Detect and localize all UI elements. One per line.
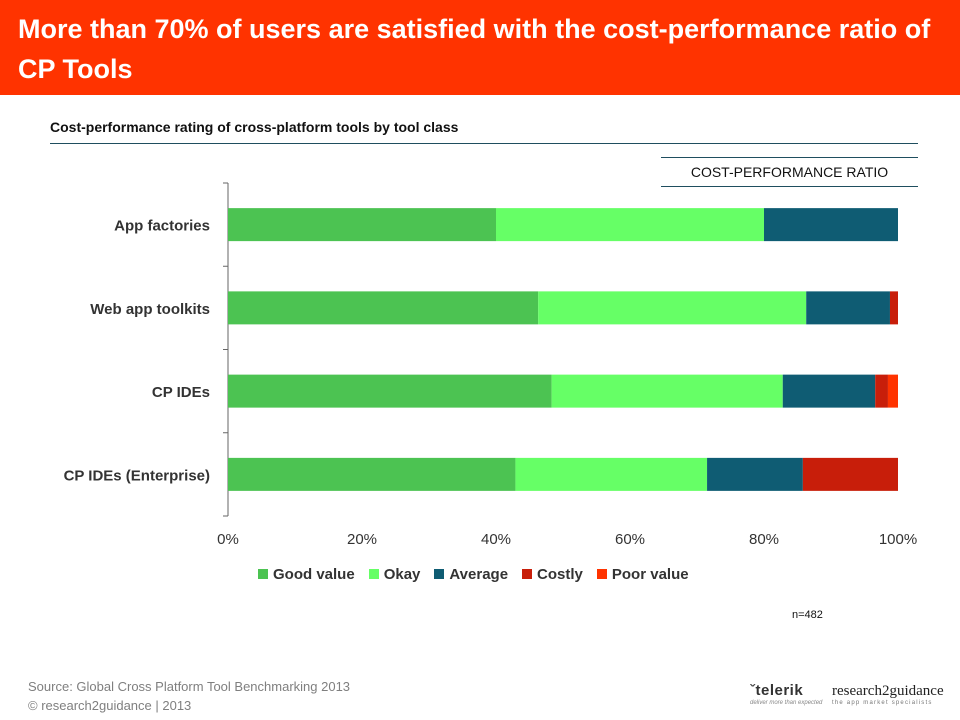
legend-label: Average: [449, 565, 509, 583]
legend-swatch: [258, 569, 268, 579]
x-tick-label: 20%: [347, 531, 377, 548]
chart-subtitle: Cost-performance rating of cross-platfor…: [50, 119, 459, 135]
page-title: More than 70% of users are satisfied wit…: [18, 14, 931, 84]
category-label: App factories: [114, 218, 210, 235]
x-tick-label: 100%: [879, 531, 917, 548]
copyright-line: © research2guidance | 2013: [28, 698, 192, 713]
divider: [50, 143, 918, 144]
bar-segment: [228, 208, 496, 242]
telerik-logo: ˇtelerik deliver more than expected: [750, 683, 828, 708]
category-label: CP IDEs (Enterprise): [64, 467, 210, 484]
category-label: CP IDEs: [152, 384, 210, 401]
legend-label: Good value: [273, 565, 355, 583]
r2g-logo-name: research2guidance: [832, 683, 944, 699]
bar-segment: [889, 291, 898, 325]
bar-segment: [551, 374, 783, 408]
bar-segment: [707, 457, 803, 491]
legend-swatch: [368, 569, 379, 579]
x-tick-label: 40%: [481, 531, 511, 548]
legend-item: Okay: [368, 565, 421, 583]
bar-segment: [764, 208, 898, 242]
bar-segment: [875, 374, 888, 408]
category-label: Web app toolkits: [90, 301, 210, 318]
legend-item: Poor value: [596, 565, 689, 583]
x-tick-label: 80%: [749, 531, 779, 548]
bar-segment: [806, 291, 890, 325]
legend-swatch: [596, 569, 607, 579]
legend-swatch: [522, 569, 533, 579]
legend-item: Good value: [258, 566, 355, 583]
bar-segment: [538, 291, 807, 325]
bar-segment: [228, 457, 516, 491]
telerik-logo-name: telerik: [755, 682, 804, 699]
legend-label: Poor value: [611, 565, 689, 583]
research2guidance-logo: research2guidance the app market special…: [832, 683, 956, 708]
bar-segment: [515, 457, 708, 491]
bar-segment: [782, 374, 876, 408]
column-label: COST-PERFORMANCE RATIO: [661, 157, 918, 187]
legend-item: Average: [434, 566, 508, 583]
header-banner: More than 70% of users are satisfied wit…: [0, 0, 960, 95]
bar-segment: [228, 291, 539, 325]
bar-segment: [802, 457, 898, 491]
r2g-tagline: the app market specialists: [832, 700, 933, 706]
bar-segment: [496, 208, 764, 242]
x-tick-label: 0%: [217, 531, 239, 548]
bar-segment: [887, 374, 898, 408]
source-line: Source: Global Cross Platform Tool Bench…: [28, 679, 351, 694]
telerik-mark-icon: ˇ: [750, 682, 756, 699]
bar-segment: [228, 374, 552, 408]
telerik-tagline: deliver more than expected: [750, 700, 823, 706]
legend-item: Costly: [522, 566, 583, 583]
legend-label: Costly: [537, 565, 583, 583]
legend-label: Okay: [383, 565, 421, 583]
chart-legend: Good value Okay Average Costly Poor value: [258, 564, 703, 584]
legend-swatch: [434, 569, 445, 579]
source-note: Source: Global Cross Platform Tool Bench…: [28, 677, 350, 715]
sample-size: n=482: [792, 609, 823, 621]
x-tick-label: 60%: [615, 531, 645, 548]
